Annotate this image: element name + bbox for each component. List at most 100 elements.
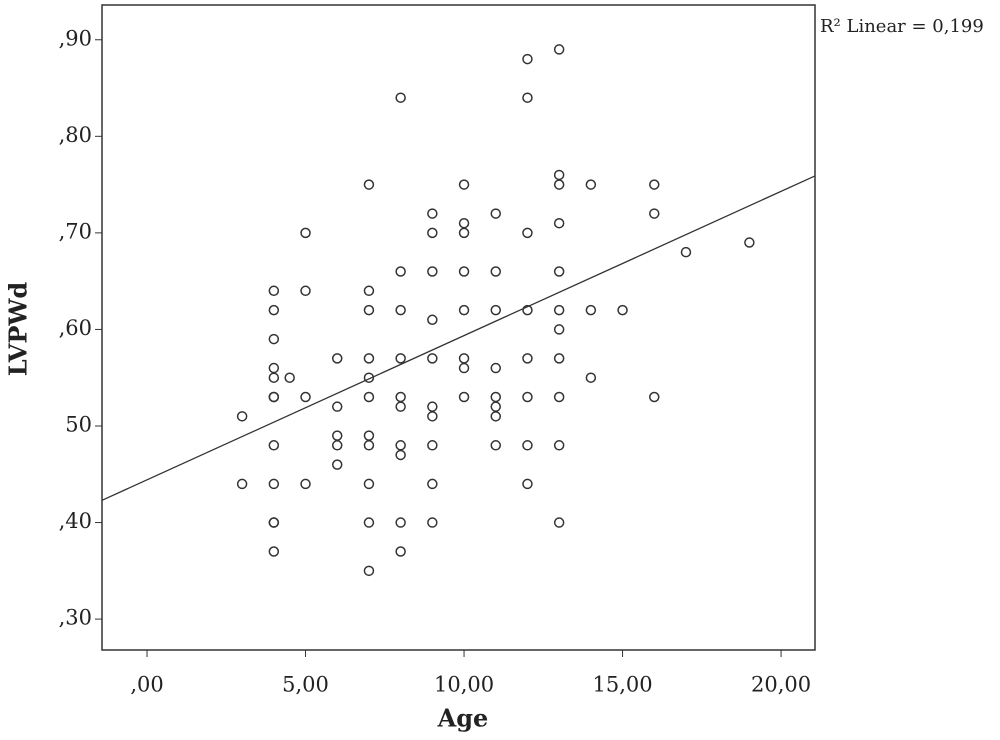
point [395, 440, 406, 451]
point [427, 353, 438, 364]
point [553, 169, 565, 181]
point [268, 285, 280, 297]
point [458, 227, 470, 239]
y-tick-label: ,60 [59, 316, 92, 340]
point [268, 304, 280, 316]
point [331, 459, 343, 470]
point [268, 333, 280, 345]
point [268, 391, 280, 403]
point [236, 411, 248, 422]
point [553, 391, 565, 403]
point [395, 266, 406, 277]
point [300, 285, 311, 297]
point [427, 440, 438, 451]
point [268, 517, 280, 528]
point [553, 440, 565, 451]
point [490, 362, 502, 374]
x-tick-label: 5,00 [282, 673, 329, 697]
point [236, 478, 248, 490]
point [585, 372, 597, 383]
point [268, 546, 280, 557]
point [490, 440, 502, 451]
point [522, 304, 533, 316]
point [395, 304, 406, 316]
point [268, 362, 280, 374]
point [458, 266, 470, 277]
point [395, 353, 406, 364]
point [617, 304, 628, 316]
point [744, 237, 755, 248]
point [300, 391, 311, 403]
point [363, 430, 375, 441]
y-axis-title: LVPWd [4, 282, 33, 377]
point [363, 565, 375, 577]
point [458, 391, 470, 403]
point [522, 227, 533, 239]
point [585, 179, 597, 190]
point [300, 227, 311, 239]
point [458, 353, 470, 364]
point [522, 92, 533, 103]
point [363, 285, 375, 297]
point [395, 546, 406, 557]
point [553, 517, 565, 528]
point [490, 304, 502, 316]
point [427, 411, 438, 422]
x-tick-label: ,00 [130, 673, 163, 697]
point [427, 517, 438, 528]
point [363, 304, 375, 316]
point [363, 478, 375, 490]
point [649, 179, 660, 190]
y-tick-label: ,90 [59, 26, 92, 50]
point [284, 372, 295, 383]
point [395, 401, 406, 412]
point [331, 353, 343, 364]
point [427, 401, 438, 412]
point [331, 440, 343, 451]
point [458, 304, 470, 316]
point [490, 208, 502, 219]
point [458, 362, 470, 374]
point [300, 478, 311, 490]
y-tick-label: ,30 [59, 606, 92, 630]
point [395, 391, 406, 403]
point [268, 440, 280, 451]
annotation: R² Linear = 0,199 [820, 16, 984, 37]
point [490, 411, 502, 422]
point [395, 517, 406, 528]
point [522, 478, 533, 490]
point [395, 449, 406, 461]
point [268, 478, 280, 490]
point [268, 372, 280, 383]
point [363, 353, 375, 364]
y-tick-label: ,40 [59, 509, 92, 533]
point [395, 92, 406, 103]
plot-frame [101, 4, 816, 651]
point [522, 440, 533, 451]
point [427, 266, 438, 277]
x-tick-label: 20,00 [751, 673, 811, 697]
point [522, 53, 533, 65]
point [522, 353, 533, 364]
point [331, 430, 343, 441]
point [427, 314, 438, 326]
fit-line [101, 175, 816, 501]
point [427, 227, 438, 239]
point [680, 246, 692, 258]
point [363, 372, 375, 383]
point [331, 401, 343, 412]
point [427, 208, 438, 219]
point [553, 217, 565, 229]
point [363, 517, 375, 528]
point [553, 304, 565, 316]
point [522, 391, 533, 403]
point [553, 44, 565, 55]
x-axis-title: Age [437, 704, 489, 733]
point [553, 353, 565, 364]
point [458, 217, 470, 229]
point [649, 391, 660, 403]
y-tick-label: 50 [65, 412, 92, 436]
point [363, 179, 375, 190]
point [490, 266, 502, 277]
